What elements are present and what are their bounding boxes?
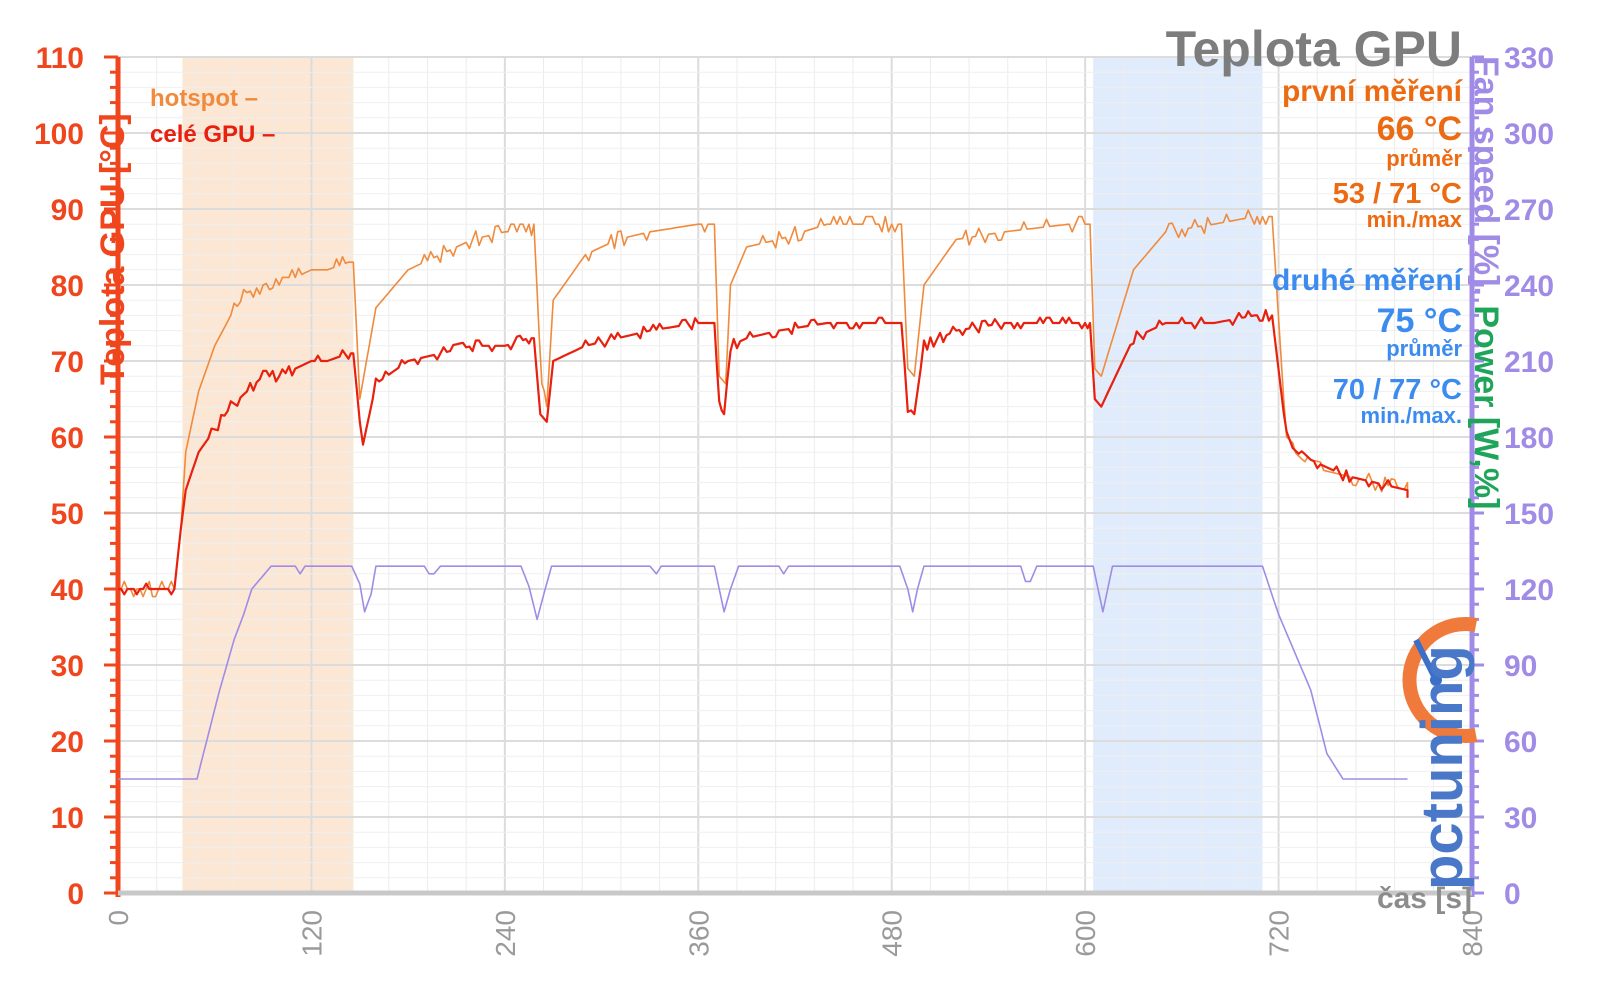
y-tick-left-label: 40 <box>51 574 84 607</box>
series-line-hotspot <box>118 209 1409 598</box>
y-tick-right-label: 300 <box>1504 118 1554 151</box>
shaded-ranges <box>182 57 1263 893</box>
x-axis-label: čas [s] <box>1377 882 1472 915</box>
x-tick-label: 240 <box>490 910 521 957</box>
first-measurement-header: první měření <box>1282 75 1464 108</box>
first-average-value: 66 °C <box>1377 110 1462 148</box>
y-tick-right-label: 60 <box>1504 726 1537 759</box>
x-tick-label: 0 <box>103 910 134 926</box>
y-tick-left-label: 100 <box>34 118 84 151</box>
series-line-fan-speed <box>118 565 1408 780</box>
series-line-cel-gpu <box>118 309 1409 596</box>
first-average-label: průměr <box>1386 146 1462 171</box>
chart-title: Teplota GPU <box>1166 21 1462 77</box>
y-tick-left-label: 30 <box>51 650 84 683</box>
x-tick-label: 120 <box>296 910 327 957</box>
x-tick-label: 360 <box>683 910 714 957</box>
y-tick-left-label: 60 <box>51 422 84 455</box>
x-tick-label: 600 <box>1070 910 1101 957</box>
y-tick-right-label: 90 <box>1504 650 1537 683</box>
logo-gauge-hub <box>1430 674 1442 686</box>
y-tick-right-label: 30 <box>1504 802 1537 835</box>
shaded-range-1 <box>1093 57 1263 893</box>
y-tick-right-label: 150 <box>1504 498 1554 531</box>
x-tick-label: 720 <box>1264 910 1295 957</box>
second-measurement-header: druhé měření <box>1272 264 1464 297</box>
y-tick-right-label: 120 <box>1504 574 1554 607</box>
legend-cele-gpu: celé GPU – <box>150 121 275 148</box>
logo-gauge-needle <box>1413 638 1439 682</box>
legend-hotspot: hotspot – <box>150 85 258 112</box>
pctuning-logo: pctuning <box>1402 617 1478 890</box>
second-minmax-value: 70 / 77 °C <box>1333 374 1462 406</box>
grid <box>117 56 1473 894</box>
y-tick-left-label: 10 <box>51 802 84 835</box>
y-axis-left-label: Teplota GPU [°C] <box>94 113 132 385</box>
y-tick-right-label: 330 <box>1504 42 1554 75</box>
y-tick-left-label: 0 <box>67 878 84 911</box>
y-tick-right-label: 240 <box>1504 270 1554 303</box>
y-tick-right-label: 210 <box>1504 346 1554 379</box>
y-tick-left-label: 110 <box>36 42 84 75</box>
logo-text: pctuning <box>1410 645 1475 890</box>
second-average-label: průměr <box>1386 336 1462 361</box>
y-tick-right-label: 270 <box>1504 194 1554 227</box>
logo-gauge-arc <box>1402 617 1478 743</box>
y-tick-right-label: 180 <box>1504 422 1554 455</box>
axes <box>104 55 1484 897</box>
y-tick-left-label: 80 <box>51 270 84 303</box>
shaded-range-0 <box>182 57 354 893</box>
y-tick-left-label: 70 <box>51 346 84 379</box>
x-tick-label: 840 <box>1457 910 1488 957</box>
second-average-value: 75 °C <box>1377 302 1462 340</box>
first-minmax-value: 53 / 71 °C <box>1333 178 1462 210</box>
x-tick-label: 480 <box>877 910 908 957</box>
y-tick-right-label: 0 <box>1504 878 1521 911</box>
second-minmax-label: min./max. <box>1361 403 1462 428</box>
y-axis-right-label-fan: Fan speed [%], <box>1467 56 1505 305</box>
tick-labels: 0 10 20 30 40 50 60 70 80 90 100 110 0 30 60 90 120 150 18… <box>34 42 1554 957</box>
y-tick-left-label: 90 <box>51 194 84 227</box>
y-axis-right-label-power: Power [W,%] <box>1467 305 1505 509</box>
y-tick-left-label: 50 <box>51 498 84 531</box>
series <box>118 209 1409 780</box>
y-tick-left-label: 20 <box>51 726 84 759</box>
first-minmax-label: min./max <box>1367 207 1463 232</box>
y-axis-right-label: Fan speed [%], Power [W,%] <box>1467 56 1505 509</box>
